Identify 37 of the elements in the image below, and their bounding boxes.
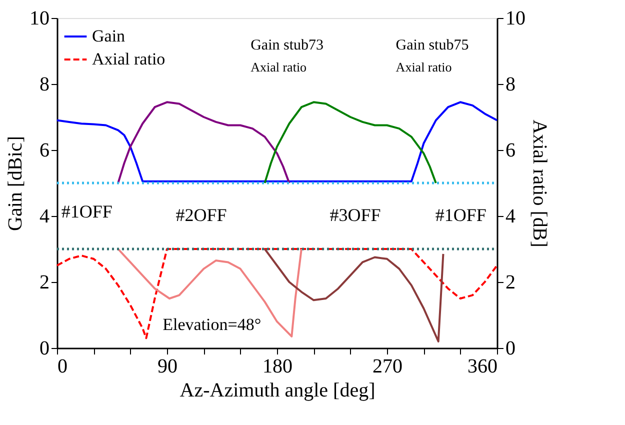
annotation: #1OFF: [61, 202, 112, 222]
y2-tick-label: 4: [506, 206, 516, 228]
annotation: #2OFF: [176, 205, 227, 225]
annotation: Axial ratio: [396, 60, 452, 74]
y2-tick-label: 10: [506, 8, 526, 30]
y2-tick-label: 8: [506, 74, 516, 96]
annotation: Gain stub75: [396, 37, 469, 54]
annotation: #3OFF: [330, 205, 381, 225]
line-series: [117, 248, 302, 338]
y2-tick-label: 6: [506, 140, 516, 162]
x-tick-label: 270: [372, 356, 402, 378]
annotation: Elevation=48°: [162, 314, 262, 334]
y-axis-title: Gain [dBic]: [4, 136, 26, 231]
legend-label: Gain: [92, 26, 126, 46]
annotation: Gain stub73: [250, 37, 324, 54]
line-series: [117, 101, 290, 184]
x-axis-title: Az-Azimuth angle [deg]: [180, 380, 376, 402]
y2-axis-title: Axial ratio [dB]: [528, 120, 550, 248]
line-series: [56, 101, 498, 182]
x-tick-label: 360: [468, 356, 498, 378]
line-series: [56, 248, 498, 340]
annotation: Axial ratio: [250, 60, 307, 74]
x-tick-label: 90: [158, 356, 178, 378]
y2-tick-label: 0: [506, 338, 516, 360]
legend-label: Axial ratio: [92, 50, 166, 68]
y-tick-label: 4: [40, 206, 50, 228]
annotation: #1OFF: [435, 205, 486, 225]
x-tick-label: 180: [262, 356, 292, 378]
line-series: [264, 101, 437, 184]
x-tick-label: 0: [58, 356, 68, 378]
y-tick-label: 8: [40, 74, 50, 96]
y2-tick-label: 2: [506, 272, 516, 294]
y-tick-label: 6: [40, 140, 50, 162]
line-series: [264, 248, 444, 342]
y-tick-label: 10: [30, 8, 50, 30]
y-tick-label: 0: [40, 338, 50, 360]
y-tick-label: 2: [40, 272, 50, 294]
